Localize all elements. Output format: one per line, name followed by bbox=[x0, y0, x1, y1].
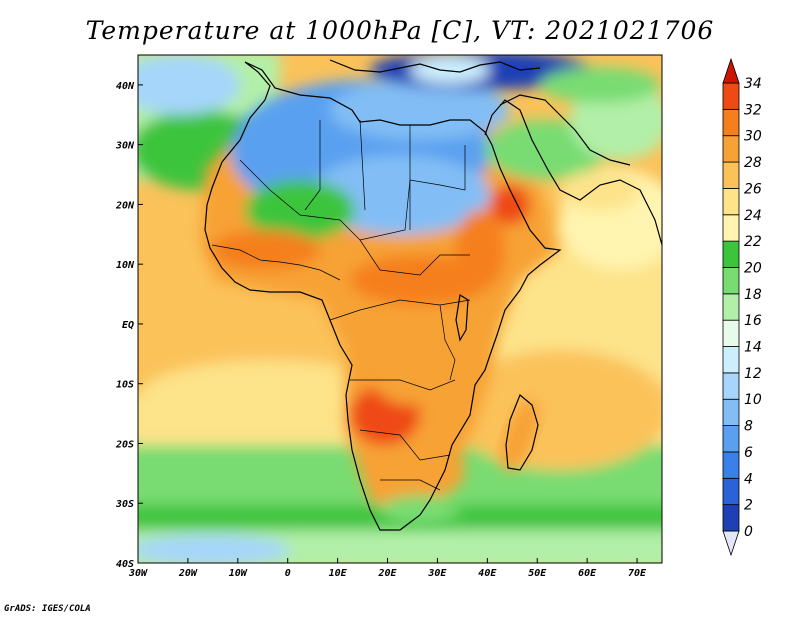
colorbar-swatch bbox=[722, 135, 740, 163]
lat-tick-label: 40S bbox=[116, 559, 134, 570]
colorbar-label: 4 bbox=[744, 471, 753, 487]
colorbar-label: 26 bbox=[744, 181, 762, 197]
lon-tick-label: 60E bbox=[578, 568, 597, 579]
colorbar-swatch bbox=[722, 530, 740, 557]
colorbar-swatch bbox=[722, 108, 740, 137]
colorbar-label: 18 bbox=[744, 287, 762, 303]
colorbar-swatch bbox=[722, 425, 740, 453]
lat-tick-label: 20S bbox=[115, 439, 134, 450]
colorbar-label: 32 bbox=[744, 102, 762, 118]
colorbar-label: 8 bbox=[744, 419, 753, 435]
colorbar-label: 28 bbox=[744, 155, 762, 171]
colorbar-swatch bbox=[722, 240, 740, 268]
lon-tick-label: 20W bbox=[178, 568, 198, 579]
colorbar-label: 6 bbox=[744, 445, 753, 461]
lon-tick-label: 0 bbox=[285, 568, 291, 579]
lat-tick-label: 10S bbox=[116, 380, 134, 391]
lat-tick-label: 30S bbox=[115, 499, 134, 510]
colorbar-label: 2 bbox=[744, 498, 753, 514]
map-title: Temperature at 1000hPa [C], VT: 20210217… bbox=[85, 16, 715, 45]
colorbar-label: 16 bbox=[744, 313, 762, 329]
lat-tick-label: 20N bbox=[115, 200, 135, 211]
colorbar-swatch bbox=[722, 346, 740, 374]
lon-tick-label: 30W bbox=[128, 568, 148, 579]
colorbar-swatch bbox=[722, 319, 740, 347]
colorbar-swatch bbox=[722, 504, 740, 532]
lon-tick-label: 10W bbox=[229, 568, 248, 579]
colorbar-swatch bbox=[722, 477, 740, 506]
colorbar-swatch bbox=[722, 57, 740, 84]
colorbar-label: 12 bbox=[744, 366, 762, 382]
temperature-field bbox=[138, 55, 662, 563]
colorbar-swatch bbox=[722, 82, 740, 110]
colorbar-swatch bbox=[722, 267, 740, 295]
lon-tick-label: 50E bbox=[528, 568, 547, 579]
colorbar-swatch bbox=[722, 214, 740, 242]
lon-tick-label: 40E bbox=[478, 568, 497, 579]
lon-tick-label: 70E bbox=[628, 568, 647, 579]
lat-tick-label: EQ bbox=[122, 320, 134, 331]
colorbar-label: 22 bbox=[744, 234, 762, 250]
colorbar-label: 14 bbox=[744, 340, 762, 356]
country-borders bbox=[211, 119, 471, 491]
lon-tick-label: 30E bbox=[427, 568, 447, 579]
lon-tick-label: 10E bbox=[329, 568, 348, 579]
plot-frame bbox=[137, 54, 663, 564]
colorbar-label: 34 bbox=[744, 76, 762, 92]
credit-label: GrADS: IGES/COLA bbox=[4, 604, 91, 614]
colorbar-swatch bbox=[722, 188, 740, 216]
lat-tick-label: 10N bbox=[116, 260, 135, 271]
coastline bbox=[204, 59, 662, 531]
colorbar-label: 0 bbox=[744, 524, 753, 540]
lat-tick-label: 30N bbox=[115, 141, 135, 152]
colorbar-swatch bbox=[722, 293, 740, 321]
colorbar-label: 10 bbox=[744, 392, 762, 408]
lon-tick-label: 20E bbox=[377, 568, 397, 579]
colorbar-label: 30 bbox=[744, 129, 762, 145]
colorbar-swatch bbox=[722, 398, 740, 426]
colorbar-label: 20 bbox=[744, 260, 762, 276]
colorbar-swatch bbox=[722, 372, 740, 400]
colorbar-swatch bbox=[722, 451, 740, 479]
lat-tick-label: 40N bbox=[116, 81, 135, 92]
colorbar-swatch bbox=[722, 161, 740, 189]
colorbar-label: 24 bbox=[744, 208, 762, 224]
